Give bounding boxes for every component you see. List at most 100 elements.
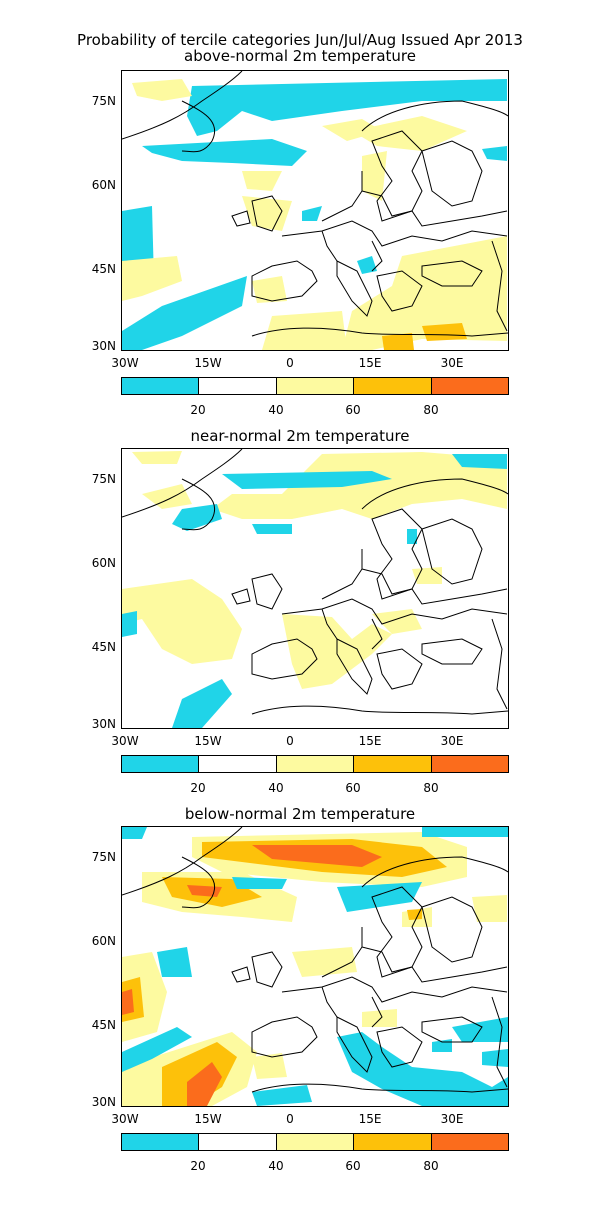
- shade-low: [337, 882, 422, 912]
- map-near-svg: [122, 449, 508, 728]
- lat-label-60n: 60N: [91, 934, 116, 948]
- lon-label-30e: 30E: [440, 356, 464, 370]
- shade-low: [122, 1027, 192, 1072]
- shade-low: [122, 611, 137, 637]
- lat-label-60n: 60N: [91, 556, 116, 570]
- shading-above: [122, 79, 507, 350]
- colorbar-label-80: 80: [423, 1159, 439, 1173]
- shade-mid: [212, 452, 507, 519]
- lon-label-15w: 15W: [194, 734, 222, 748]
- colorbar-label-80: 80: [423, 781, 439, 795]
- coastlines-below: [122, 827, 508, 1093]
- lon-label-15e: 15E: [358, 734, 382, 748]
- lon-label-0: 0: [286, 1112, 294, 1126]
- panel-title-near: near-normal 2m temperature: [190, 427, 410, 445]
- colorbar-seg-mid: [276, 756, 355, 772]
- lat-label-30n: 30N: [91, 1095, 116, 1109]
- colorbar-seg-white: [199, 756, 277, 772]
- colorbar-seg-low: [122, 378, 200, 394]
- coastlines-near: [122, 449, 508, 715]
- shade-low: [337, 1032, 508, 1106]
- shade-mid: [342, 236, 507, 350]
- shade-low: [172, 504, 222, 531]
- colorbar-label-60: 60: [345, 781, 361, 795]
- lat-label-45n: 45N: [91, 640, 116, 654]
- shade-mid: [292, 947, 357, 977]
- shade-low: [142, 139, 307, 166]
- lat-label-30n: 30N: [91, 717, 116, 731]
- colorbar-seg-low: [122, 1134, 200, 1150]
- shade-mid: [122, 952, 167, 1042]
- colorbar-seg-mid: [276, 378, 355, 394]
- shade-low: [482, 1049, 508, 1067]
- colorbar-label-20: 20: [190, 781, 206, 795]
- shade-low: [302, 206, 322, 221]
- colorbar-label-80: 80: [423, 403, 439, 417]
- coastlines-above: [122, 71, 508, 337]
- lon-label-30w: 30W: [111, 734, 139, 748]
- colorbar-above: [121, 377, 509, 395]
- colorbar-label-40: 40: [268, 1159, 284, 1173]
- shade-mid: [122, 579, 242, 664]
- shade-low: [252, 1085, 312, 1106]
- main-title: Probability of tercile categories Jun/Ju…: [77, 31, 523, 49]
- lon-label-15e: 15E: [358, 356, 382, 370]
- lon-label-0: 0: [286, 734, 294, 748]
- shade-mid: [132, 451, 182, 464]
- shade-mid: [252, 276, 287, 303]
- colorbar-near: [121, 755, 509, 773]
- colorbar-seg-white: [199, 1134, 277, 1150]
- shade-mid: [352, 116, 467, 151]
- shade-low: [432, 1039, 452, 1052]
- lon-label-15w: 15W: [194, 1112, 222, 1126]
- shade-low: [422, 827, 508, 837]
- shade-mid: [242, 171, 282, 191]
- colorbar-label-60: 60: [345, 403, 361, 417]
- shade-low: [232, 877, 287, 889]
- shade-low: [122, 827, 147, 839]
- shade-mid: [142, 484, 192, 509]
- lon-label-30w: 30W: [111, 356, 139, 370]
- colorbar-label-60: 60: [345, 1159, 361, 1173]
- colorbar-label-20: 20: [190, 1159, 206, 1173]
- shading-near: [122, 451, 507, 728]
- shade-high: [407, 909, 422, 920]
- map-above-normal: [121, 70, 509, 351]
- shade-low: [407, 529, 417, 544]
- lon-label-30e: 30E: [440, 734, 464, 748]
- shade-mid: [412, 567, 442, 584]
- map-above-svg: [122, 71, 508, 350]
- shade-mid: [472, 895, 507, 922]
- shade-low: [187, 79, 507, 136]
- colorbar-seg-top: [431, 378, 509, 394]
- colorbar-seg-high: [354, 756, 432, 772]
- shade-mid: [132, 79, 192, 101]
- shading-below: [122, 827, 508, 1106]
- colorbar-label-20: 20: [190, 403, 206, 417]
- shade-top: [252, 845, 382, 867]
- colorbar-seg-low: [122, 756, 200, 772]
- lat-label-60n: 60N: [91, 178, 116, 192]
- shade-top: [187, 1062, 222, 1106]
- colorbar-seg-mid: [276, 1134, 355, 1150]
- shade-high: [382, 333, 414, 350]
- lon-label-15e: 15E: [358, 1112, 382, 1126]
- lat-label-75n: 75N: [91, 472, 116, 486]
- lon-label-0: 0: [286, 356, 294, 370]
- shade-mid: [362, 151, 387, 201]
- shade-low: [157, 947, 192, 977]
- lat-label-75n: 75N: [91, 94, 116, 108]
- shade-low: [452, 454, 507, 469]
- shade-mid: [322, 119, 382, 141]
- colorbar-seg-high: [354, 1134, 432, 1150]
- lat-label-30n: 30N: [91, 339, 116, 353]
- shade-low: [222, 471, 392, 489]
- colorbar-seg-top: [431, 756, 509, 772]
- shade-low: [122, 276, 247, 350]
- shade-mid: [242, 196, 292, 231]
- shade-low: [357, 256, 377, 274]
- shade-mid: [262, 311, 347, 350]
- lon-label-30w: 30W: [111, 1112, 139, 1126]
- shade-top: [122, 989, 134, 1015]
- colorbar-seg-white: [199, 378, 277, 394]
